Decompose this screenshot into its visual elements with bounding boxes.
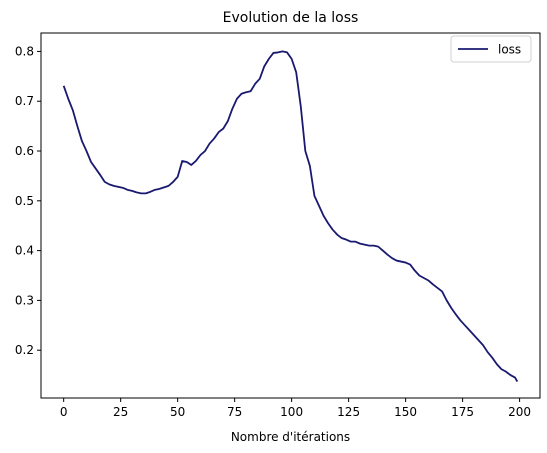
x-tick-label: 150 (394, 405, 417, 419)
x-tick-label: 25 (113, 405, 128, 419)
series-line-loss (62, 50, 519, 383)
y-tick-label: 0.6 (15, 144, 34, 158)
x-tick-label: 50 (170, 405, 185, 419)
x-tick-label: 175 (451, 405, 474, 419)
y-axis: 0.2 0.3 0.4 0.5 0.6 0.7 0.8 (15, 44, 41, 357)
legend-label-loss: loss (498, 43, 521, 57)
y-tick-label: 0.4 (15, 244, 34, 258)
x-tick-label: 200 (508, 405, 531, 419)
y-tick-label: 0.2 (15, 343, 34, 357)
legend: loss (450, 35, 532, 63)
legend-box (450, 35, 532, 63)
y-tick-label: 0.3 (15, 293, 34, 307)
plot-area (40, 32, 541, 399)
x-tick-label: 100 (280, 405, 303, 419)
x-tick-label: 125 (337, 405, 360, 419)
y-tick-label: 0.7 (15, 94, 34, 108)
x-axis-label: Nombre d'itérations (231, 430, 350, 444)
x-tick-label: 0 (60, 405, 68, 419)
y-tick-label: 0.5 (15, 194, 34, 208)
x-axis: 0 25 50 75 100 125 150 175 200 (60, 398, 531, 419)
y-tick-label: 0.8 (15, 44, 34, 58)
chart-title: Evolution de la loss (223, 10, 359, 26)
x-tick-label: 75 (227, 405, 242, 419)
axes-frame (40, 32, 541, 399)
